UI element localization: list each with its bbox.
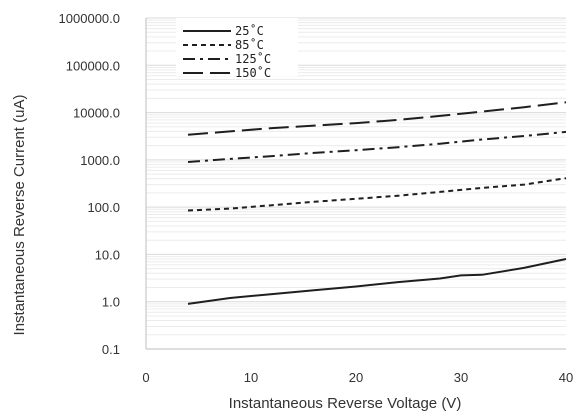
x-tick-label: 10 bbox=[244, 370, 258, 385]
y-tick-label: 100000.0 bbox=[66, 58, 120, 73]
y-tick-label: 1.0 bbox=[102, 295, 120, 310]
y-tick-label: 100.0 bbox=[87, 200, 120, 215]
y-tick-label: 10.0 bbox=[95, 247, 120, 262]
series-layer bbox=[187, 101, 567, 305]
x-tick-label: 30 bbox=[454, 370, 468, 385]
series-line-150-C bbox=[187, 101, 567, 136]
x-tick-label: 0 bbox=[142, 370, 149, 385]
series-line-125-C bbox=[187, 130, 567, 163]
x-tick-label: 40 bbox=[559, 370, 573, 385]
y-tick-label: 0.1 bbox=[102, 342, 120, 357]
y-tick-label: 10000.0 bbox=[73, 106, 120, 121]
y-axis-title: Instantaneous Reverse Current (uA) bbox=[11, 95, 28, 336]
legend-label-25-C: 25˚C bbox=[235, 23, 264, 38]
legend-background bbox=[176, 18, 298, 76]
x-axis-title: Instantaneous Reverse Voltage (V) bbox=[229, 395, 462, 412]
series-line-25-C bbox=[187, 258, 567, 305]
y-tick-label: 1000000.0 bbox=[59, 11, 120, 26]
x-tick-label: 20 bbox=[349, 370, 363, 385]
legend-label-85-C: 85˚C bbox=[235, 37, 264, 52]
y-tick-label: 1000.0 bbox=[80, 153, 120, 168]
legend-label-150-C: 150˚C bbox=[235, 65, 271, 80]
axis-layer: 0.1 1.0 10.0 100.0 1000.0 10000.0 100000.0 1000… bbox=[59, 11, 574, 385]
series-line-85-C bbox=[187, 177, 567, 212]
legend-label-125-C: 125˚C bbox=[235, 51, 271, 66]
